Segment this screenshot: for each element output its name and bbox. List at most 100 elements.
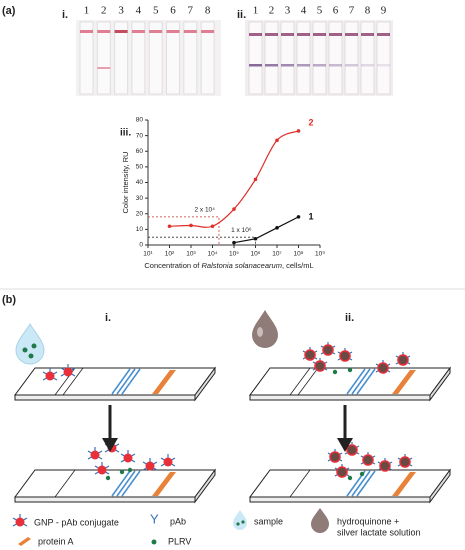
legend-label: sample [254, 516, 283, 526]
solution-drop [252, 310, 278, 348]
band [166, 30, 180, 33]
pab-icon: Y [150, 511, 159, 526]
strip [296, 21, 311, 95]
y-tick-label: 0 [139, 242, 143, 249]
series-label: 1 [309, 211, 314, 221]
band [361, 33, 374, 36]
annotation: 2 x 10⁴ [194, 207, 215, 214]
panel-label: iii. [120, 128, 131, 139]
lane-number: 7 [188, 5, 194, 17]
band [149, 30, 163, 33]
series-line [169, 130, 299, 228]
lane-number: 2 [101, 5, 107, 17]
data-point [296, 215, 301, 219]
y-tick-label: 20 [136, 210, 144, 217]
zone-lines [54, 367, 319, 498]
panel-label: i. [62, 9, 68, 21]
band [183, 30, 197, 33]
band [114, 30, 128, 33]
lane-number: 5 [153, 5, 159, 17]
band [249, 64, 262, 67]
lane-number: 1 [253, 5, 259, 17]
x-axis-label: Concentration of Ralstonia solanacearum,… [144, 261, 313, 270]
data-point [232, 240, 236, 245]
sample-drop [15, 323, 45, 365]
conjugates [42, 341, 413, 481]
threshold-line [148, 236, 256, 245]
band [377, 33, 390, 36]
x-axis-label-part: Concentration of [144, 261, 201, 270]
x-tick-label: 10⁸ [294, 251, 304, 258]
lane-number: 4 [301, 5, 307, 17]
band [97, 67, 111, 69]
band [265, 33, 278, 36]
lane-number: 5 [317, 5, 323, 17]
band [345, 64, 358, 67]
strip [148, 21, 163, 95]
band [313, 64, 326, 67]
y-tick-label: 70 [136, 132, 144, 139]
band [249, 33, 262, 36]
band [361, 64, 374, 67]
series-line [233, 216, 299, 244]
data-point [167, 224, 172, 229]
legend-label: PLRV [168, 536, 191, 546]
test-line [111, 368, 376, 497]
band [80, 30, 93, 33]
threshold-line [148, 216, 220, 245]
lane-number: 6 [170, 5, 176, 17]
strip [200, 21, 215, 95]
y-tick-label: 10 [136, 226, 144, 233]
x-tick-label: 10⁹ [315, 251, 325, 258]
legend-label: pAb [170, 516, 186, 526]
strip [344, 21, 359, 95]
x-tick-label: 10¹ [143, 251, 153, 258]
x-axis-label-part: Ralstonia solanacearum [201, 261, 281, 270]
x-tick-label: 10² [165, 251, 175, 258]
lane-number: 2 [269, 5, 275, 17]
lane-number: 8 [365, 5, 371, 17]
y-axis-label: Color intensity, RU [121, 152, 130, 214]
legend-label: GNP - pAb conjugate [34, 517, 119, 527]
panel-label: i. [105, 312, 111, 324]
strip [131, 21, 146, 95]
y-tick-label: 80 [136, 117, 144, 124]
plrv-icon [151, 539, 157, 545]
lane-number: 9 [381, 5, 387, 17]
band [329, 33, 342, 36]
y-tick-label: 50 [136, 164, 144, 171]
sample-icon [233, 510, 247, 530]
lane-number: 8 [205, 5, 211, 17]
data-point [210, 224, 215, 229]
arrow [102, 405, 353, 452]
strip [166, 21, 180, 95]
series-label: 2 [309, 117, 314, 127]
panel-label: ii. [237, 9, 246, 21]
legend-label: hydroquinone + [337, 516, 399, 526]
x-tick-label: 10³ [186, 251, 196, 258]
data-point [232, 207, 236, 211]
data-point [189, 223, 193, 228]
strip [96, 21, 111, 95]
x-axis-label-part: , cells/mL [282, 261, 314, 270]
lane-number: 7 [349, 5, 355, 17]
lane-number: 4 [136, 5, 142, 17]
strip [249, 468, 451, 504]
band [201, 30, 215, 33]
panel-label: (b) [2, 294, 16, 306]
x-tick-label: 10⁴ [207, 251, 217, 258]
strip [360, 21, 375, 95]
control-line [152, 370, 416, 496]
x-tick-label: 10⁶ [251, 251, 261, 258]
y-tick-label: 40 [136, 179, 144, 186]
panel-label: ii. [345, 312, 354, 324]
lane-number: 6 [333, 5, 339, 17]
data-point [296, 129, 301, 133]
band [345, 33, 358, 36]
y-tick-label: 60 [136, 148, 144, 155]
data-point [275, 226, 279, 230]
lane-number: 1 [84, 5, 90, 17]
band [329, 64, 342, 67]
band [265, 64, 278, 67]
